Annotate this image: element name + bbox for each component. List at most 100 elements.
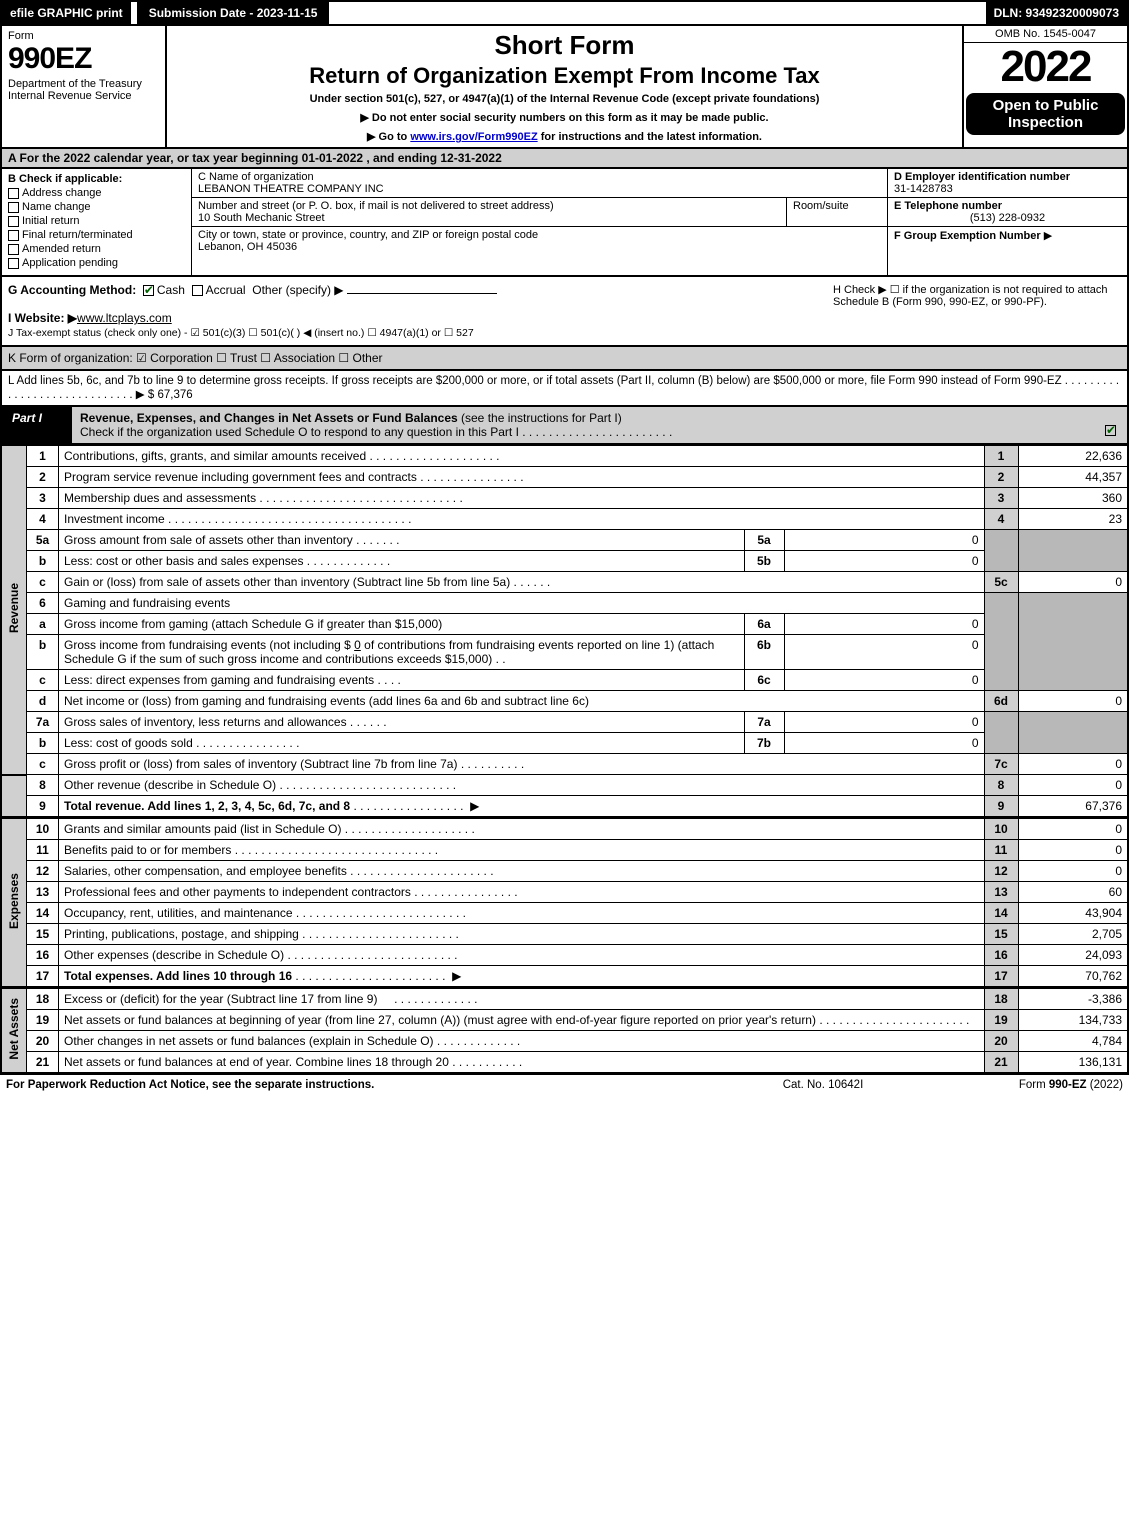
line-21-val: 136,131 bbox=[1018, 1052, 1128, 1074]
net-assets-table: Net Assets 18Excess or (deficit) for the… bbox=[0, 988, 1129, 1074]
line-6a-subval: 0 bbox=[784, 614, 984, 635]
f-group-label: F Group Exemption Number bbox=[894, 230, 1041, 242]
header-center: Short Form Return of Organization Exempt… bbox=[167, 26, 962, 147]
cb-application-pending[interactable]: Application pending bbox=[8, 257, 185, 269]
cb-address-change[interactable]: Address change bbox=[8, 187, 185, 199]
line-6b-sub: 6b bbox=[744, 635, 784, 670]
line-13-desc: Professional fees and other payments to … bbox=[59, 882, 985, 903]
line-12-val: 0 bbox=[1018, 861, 1128, 882]
section-bcdef: B Check if applicable: Address change Na… bbox=[0, 169, 1129, 277]
subtitle: Under section 501(c), 527, or 4947(a)(1)… bbox=[175, 93, 954, 105]
line-9-desc: Total revenue. Add lines 1, 2, 3, 4, 5c,… bbox=[59, 796, 985, 818]
cb-final-return[interactable]: Final return/terminated bbox=[8, 229, 185, 241]
net-assets-tab: Net Assets bbox=[1, 989, 27, 1074]
g-accrual: Accrual bbox=[206, 283, 246, 297]
line-1-desc: Contributions, gifts, grants, and simila… bbox=[59, 446, 985, 467]
f-arrow-icon: ▶ bbox=[1044, 230, 1052, 242]
page-footer: For Paperwork Reduction Act Notice, see … bbox=[0, 1074, 1129, 1095]
line-1-num: 1 bbox=[27, 446, 59, 467]
j-tax-exempt: J Tax-exempt status (check only one) - ☑… bbox=[8, 327, 474, 339]
cb-schedule-o[interactable] bbox=[1105, 425, 1116, 436]
e-tel-value: (513) 228-0932 bbox=[894, 212, 1121, 224]
line-11-val: 0 bbox=[1018, 840, 1128, 861]
irs-link[interactable]: www.irs.gov/Form990EZ bbox=[410, 131, 537, 143]
line-5b-desc: Less: cost or other basis and sales expe… bbox=[59, 551, 745, 572]
line-14-desc: Occupancy, rent, utilities, and maintena… bbox=[59, 903, 985, 924]
part-1-header: Part I Revenue, Expenses, and Changes in… bbox=[0, 407, 1129, 445]
line-5a-sub: 5a bbox=[744, 530, 784, 551]
e-tel-label: E Telephone number bbox=[894, 200, 1002, 212]
section-gh: G Accounting Method: Cash Accrual Other … bbox=[0, 277, 1129, 347]
line-5c-desc: Gain or (loss) from sale of assets other… bbox=[59, 572, 985, 593]
open-public-badge: Open to Public Inspection bbox=[966, 93, 1125, 135]
line-7c-val: 0 bbox=[1018, 754, 1128, 775]
d-ein-label: D Employer identification number bbox=[894, 171, 1070, 183]
line-16-val: 24,093 bbox=[1018, 945, 1128, 966]
line-7b-sub: 7b bbox=[744, 733, 784, 754]
line-10-val: 0 bbox=[1018, 819, 1128, 840]
c-label: C Name of organization bbox=[198, 171, 314, 183]
line-1-val: 22,636 bbox=[1018, 446, 1128, 467]
line-19-desc: Net assets or fund balances at beginning… bbox=[59, 1010, 985, 1031]
line-7a-subval: 0 bbox=[784, 712, 984, 733]
goto-line: ▶ Go to www.irs.gov/Form990EZ for instru… bbox=[175, 130, 954, 143]
section-def: D Employer identification number 31-1428… bbox=[887, 169, 1127, 275]
footer-left: For Paperwork Reduction Act Notice, see … bbox=[6, 1079, 723, 1091]
dln-label: DLN: 93492320009073 bbox=[986, 2, 1127, 24]
cb-accrual[interactable] bbox=[192, 285, 203, 296]
line-3-desc: Membership dues and assessments . . . . … bbox=[59, 488, 985, 509]
section-l-gross-receipts: L Add lines 5b, 6c, and 7b to line 9 to … bbox=[0, 371, 1129, 407]
line-9-val: 67,376 bbox=[1018, 796, 1128, 818]
l-value: 67,376 bbox=[157, 389, 192, 401]
footer-form: Form 990-EZ (2022) bbox=[923, 1079, 1123, 1091]
g-cash: Cash bbox=[157, 283, 185, 297]
street-value: 10 South Mechanic Street bbox=[198, 212, 325, 224]
line-5c-val: 0 bbox=[1018, 572, 1128, 593]
return-title: Return of Organization Exempt From Incom… bbox=[175, 63, 954, 89]
cb-amended-return[interactable]: Amended return bbox=[8, 243, 185, 255]
line-5c-rnum: 5c bbox=[984, 572, 1018, 593]
line-15-desc: Printing, publications, postage, and shi… bbox=[59, 924, 985, 945]
org-name: LEBANON THEATRE COMPANY INC bbox=[198, 183, 384, 195]
line-6b-desc: Gross income from fundraising events (no… bbox=[59, 635, 745, 670]
line-6d-val: 0 bbox=[1018, 691, 1128, 712]
line-6d-rnum: 6d bbox=[984, 691, 1018, 712]
omb-number: OMB No. 1545-0047 bbox=[964, 26, 1127, 43]
room-suite: Room/suite bbox=[787, 198, 887, 226]
cb-name-change[interactable]: Name change bbox=[8, 201, 185, 213]
section-a-tax-year: A For the 2022 calendar year, or tax yea… bbox=[0, 149, 1129, 169]
line-3-val: 360 bbox=[1018, 488, 1128, 509]
line-6-desc: Gaming and fundraising events bbox=[59, 593, 985, 614]
line-16-desc: Other expenses (describe in Schedule O) … bbox=[59, 945, 985, 966]
line-5a-subval: 0 bbox=[784, 530, 984, 551]
line-12-desc: Salaries, other compensation, and employ… bbox=[59, 861, 985, 882]
efile-print-label[interactable]: efile GRAPHIC print bbox=[2, 2, 131, 24]
top-bar: efile GRAPHIC print Submission Date - 20… bbox=[0, 0, 1129, 26]
line-10-desc: Grants and similar amounts paid (list in… bbox=[59, 819, 985, 840]
line-21-desc: Net assets or fund balances at end of ye… bbox=[59, 1052, 985, 1074]
part-1-check-text: Check if the organization used Schedule … bbox=[80, 425, 672, 439]
section-c-org: C Name of organization LEBANON THEATRE C… bbox=[192, 169, 887, 275]
header-left: Form 990EZ Department of the Treasury In… bbox=[2, 26, 167, 147]
footer-cat: Cat. No. 10642I bbox=[723, 1079, 923, 1091]
line-7b-subval: 0 bbox=[784, 733, 984, 754]
line-2-desc: Program service revenue including govern… bbox=[59, 467, 985, 488]
goto-pre: Go to bbox=[379, 131, 411, 143]
line-5a-desc: Gross amount from sale of assets other t… bbox=[59, 530, 745, 551]
line-7c-rnum: 7c bbox=[984, 754, 1018, 775]
form-label: Form bbox=[8, 30, 159, 42]
line-6b-subval: 0 bbox=[784, 635, 984, 670]
line-18-val: -3,386 bbox=[1018, 989, 1128, 1010]
section-k-org-form: K Form of organization: ☑ Corporation ☐ … bbox=[0, 347, 1129, 371]
cb-cash[interactable] bbox=[143, 285, 154, 296]
city-value: Lebanon, OH 45036 bbox=[198, 241, 297, 253]
line-5b-sub: 5b bbox=[744, 551, 784, 572]
revenue-table: Revenue 1 Contributions, gifts, grants, … bbox=[0, 445, 1129, 818]
cb-initial-return[interactable]: Initial return bbox=[8, 215, 185, 227]
line-18-desc: Excess or (deficit) for the year (Subtra… bbox=[59, 989, 985, 1010]
section-g-accounting: G Accounting Method: Cash Accrual Other … bbox=[2, 277, 827, 345]
line-6c-sub: 6c bbox=[744, 670, 784, 691]
line-7a-desc: Gross sales of inventory, less returns a… bbox=[59, 712, 745, 733]
ssn-warning-text: Do not enter social security numbers on … bbox=[372, 112, 769, 124]
line-14-val: 43,904 bbox=[1018, 903, 1128, 924]
